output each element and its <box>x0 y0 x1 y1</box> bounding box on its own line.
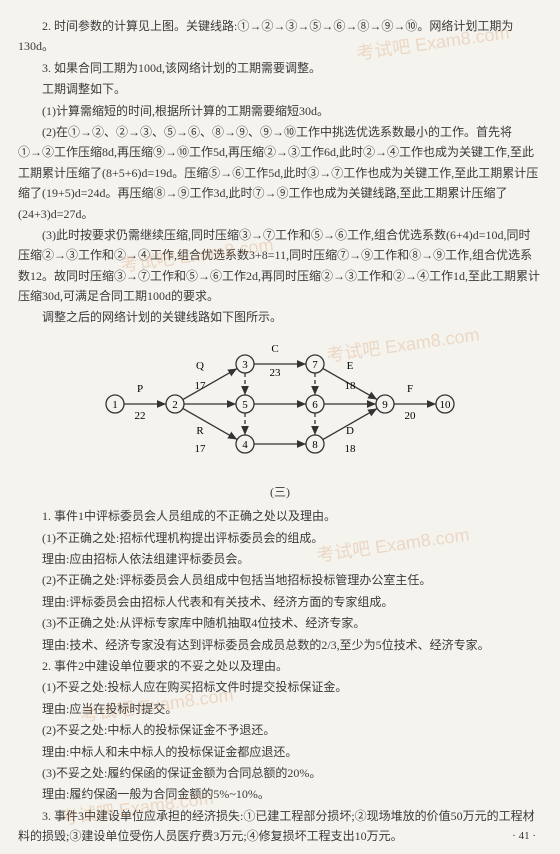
paragraph-adjust: 工期调整如下。 <box>18 79 542 99</box>
svg-text:18: 18 <box>345 380 357 392</box>
svg-text:6: 6 <box>312 399 318 411</box>
s3-q1: 1. 事件1中评标委员会人员组成的不正确之处以及理由。 <box>18 506 542 526</box>
svg-text:R: R <box>196 425 204 437</box>
svg-text:20: 20 <box>405 410 417 422</box>
paragraph-3: 3. 如果合同工期为100d,该网络计划的工期需要调整。 <box>18 58 542 78</box>
s3-q3: 3. 事件3中建设单位应承担的经济损失:①已建工程部分损坏;②现场堆放的价值50… <box>18 806 542 847</box>
s3-q2-3r: 理由:履约保函一般为合同金额的5%~10%。 <box>18 784 542 804</box>
svg-text:4: 4 <box>242 439 248 451</box>
s3-q1-3r: 理由:技术、经济专家没有达到评标委员会成员总数的2/3,至少为5位技术、经济专家… <box>18 635 542 655</box>
svg-text:E: E <box>347 360 354 372</box>
s3-q1-1r: 理由:应由招标人依法组建评标委员会。 <box>18 549 542 569</box>
s3-q1-3: (3)不正确之处:从评标专家库中随机抽取4位技术、经济专家。 <box>18 613 542 633</box>
s3-q1-2r: 理由:评标委员会由招标人代表和有关技术、经济方面的专家组成。 <box>18 592 542 612</box>
paragraph-3-3: (3)此时按要求仍需继续压缩,同时压缩③→⑦工作和⑤→⑥工作,组合优选系数(6+… <box>18 225 542 307</box>
svg-text:D: D <box>346 425 354 437</box>
s3-q2-2: (2)不妥之处:中标人的投标保证金不予退还。 <box>18 720 542 740</box>
svg-text:18: 18 <box>345 443 357 455</box>
svg-text:2: 2 <box>172 399 178 411</box>
page-number: · 41 · <box>512 827 536 846</box>
s3-q2-1r: 理由:应当在投标时提交。 <box>18 699 542 719</box>
svg-text:F: F <box>407 383 413 395</box>
s3-q2-1: (1)不妥之处:投标人应在购买招标文件时提交投标保证金。 <box>18 677 542 697</box>
svg-text:Q: Q <box>196 360 204 372</box>
svg-text:17: 17 <box>195 380 207 392</box>
s3-q1-2: (2)不正确之处:评标委员会人员组成中包括当地招标投标管理办公室主任。 <box>18 570 542 590</box>
paragraph-2: 2. 时间参数的计算见上图。关键线路:①→②→③→⑤→⑥→⑧→⑨→⑩。网络计划工… <box>18 16 542 57</box>
paragraph-3-2: (2)在①→②、②→③、⑤→⑥、⑧→⑨、⑨→⑩工作中挑选优选系数最小的工作。首先… <box>18 122 542 224</box>
svg-text:8: 8 <box>312 439 318 451</box>
svg-text:5: 5 <box>242 399 248 411</box>
section-3-title: (三) <box>18 482 542 502</box>
paragraph-3-1: (1)计算需缩短的时间,根据所计算的工期需要缩短30d。 <box>18 101 542 121</box>
svg-text:7: 7 <box>312 359 318 371</box>
s3-q1-1: (1)不正确之处:招标代理机构提出评标委员会的组成。 <box>18 528 542 548</box>
svg-text:3: 3 <box>242 359 248 371</box>
svg-text:22: 22 <box>135 410 146 422</box>
svg-text:23: 23 <box>270 367 282 379</box>
network-diagram: P22Q17R17C23E18D18F2012345678910 <box>18 334 542 474</box>
paragraph-diagram-intro: 调整之后的网络计划的关键线路如下图所示。 <box>18 307 542 327</box>
svg-text:P: P <box>137 383 143 395</box>
s3-q2: 2. 事件2中建设单位要求的不妥之处以及理由。 <box>18 656 542 676</box>
s3-q2-3: (3)不妥之处:履约保函的保证金额为合同总额的20%。 <box>18 763 542 783</box>
svg-text:17: 17 <box>195 443 207 455</box>
svg-text:C: C <box>271 343 278 355</box>
s3-q2-2r: 理由:中标人和未中标人的投标保证金都应退还。 <box>18 742 542 762</box>
svg-text:1: 1 <box>112 399 118 411</box>
svg-text:10: 10 <box>440 399 452 411</box>
svg-text:9: 9 <box>382 399 388 411</box>
